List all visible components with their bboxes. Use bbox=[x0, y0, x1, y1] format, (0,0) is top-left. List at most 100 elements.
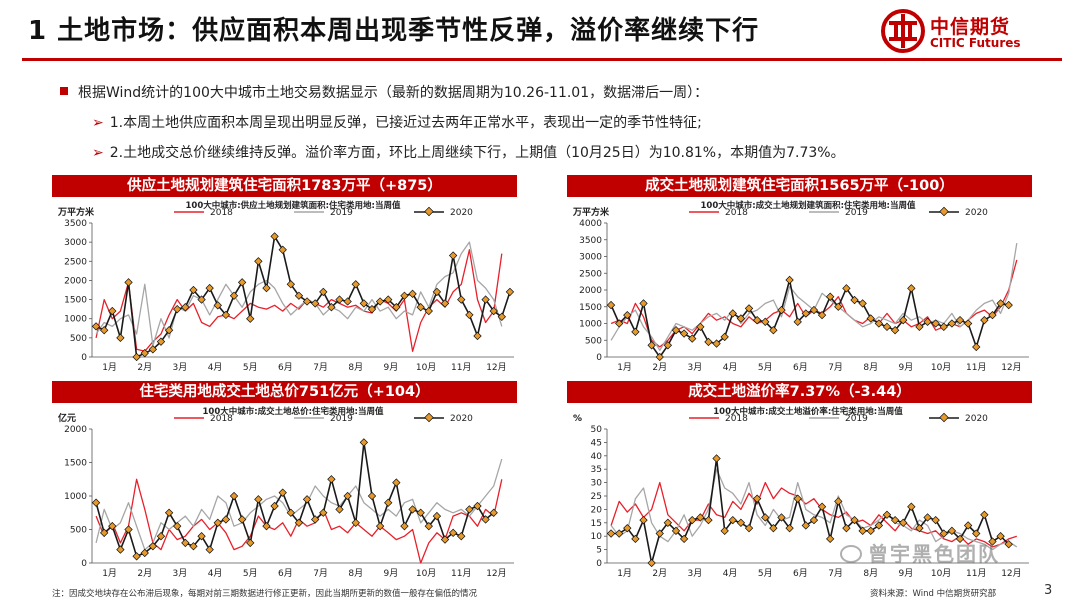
x-tick-label: 8月 bbox=[863, 568, 878, 579]
legend-marker-2020 bbox=[939, 412, 949, 423]
data-point-2020 bbox=[237, 278, 247, 287]
logo-text-cn: 中信期货 bbox=[930, 16, 1011, 38]
series-line-2018 bbox=[95, 249, 503, 352]
data-point-2020 bbox=[777, 305, 786, 315]
data-point-2020 bbox=[497, 312, 506, 321]
chart-panel-premium-rate: 成交土地溢价率7.37%（-3.44） 100大中城市:成交土地溢价率:住宅类用… bbox=[567, 381, 1032, 581]
arrow-bullet-icon: ➢ bbox=[92, 115, 104, 131]
data-point-2020 bbox=[473, 501, 482, 511]
data-point-2020 bbox=[615, 319, 624, 328]
y-tick-label: 3500 bbox=[579, 236, 602, 246]
data-point-2020 bbox=[481, 295, 490, 304]
data-point-2020 bbox=[1004, 300, 1013, 310]
data-point-2020 bbox=[793, 317, 802, 326]
data-point-2020 bbox=[270, 501, 279, 511]
legend-label-2018: 2018 bbox=[725, 208, 748, 218]
data-point-2020 bbox=[392, 303, 401, 312]
data-point-2020 bbox=[327, 475, 336, 484]
data-point-2020 bbox=[899, 518, 908, 527]
data-point-2020 bbox=[254, 495, 263, 504]
data-point-2020 bbox=[671, 526, 681, 536]
data-point-2020 bbox=[173, 304, 182, 314]
y-tick-label: 3000 bbox=[64, 238, 87, 248]
y-tick-label: 45 bbox=[591, 438, 602, 448]
chart-title: 100大中城市:成交土地溢价率:住宅类用地:当周值 bbox=[713, 406, 903, 417]
data-point-2020 bbox=[392, 478, 401, 487]
chart-banner: 成交土地溢价率7.37%（-3.44） bbox=[567, 381, 1032, 403]
data-point-2020 bbox=[809, 305, 819, 315]
data-point-2020 bbox=[473, 331, 482, 341]
x-tick-label: 6月 bbox=[278, 362, 293, 373]
data-point-2020 bbox=[947, 319, 957, 328]
data-point-2020 bbox=[457, 295, 466, 304]
data-point-2020 bbox=[988, 310, 997, 320]
chart-panel-transaction-area: 成交土地规划建筑住宅面积1565万平（-100） 100大中城市:成交土地规划建… bbox=[567, 175, 1032, 375]
x-tick-label: 10月 bbox=[416, 362, 436, 373]
data-point-2020 bbox=[996, 299, 1005, 308]
series-line-2020 bbox=[95, 235, 511, 358]
data-point-2020 bbox=[647, 341, 656, 350]
data-point-2020 bbox=[408, 505, 417, 514]
y-tick-label: 0 bbox=[596, 559, 602, 569]
y-tick-label: 40 bbox=[591, 452, 603, 462]
data-point-2020 bbox=[384, 498, 393, 507]
y-tick-label: 2000 bbox=[579, 286, 602, 296]
legend-label-2020: 2020 bbox=[450, 208, 473, 218]
citic-futures-logo: 中信期货 CITIC Futures bbox=[880, 8, 1030, 54]
data-point-2020 bbox=[826, 534, 835, 544]
footnote: 注：因成交地块存在公布滞后现象，每期对前三期数据进行修正更新，因此当期所更新的数… bbox=[52, 589, 478, 599]
data-point-2020 bbox=[327, 303, 336, 312]
data-point-2020 bbox=[335, 295, 344, 304]
arrow-bullet-icon: ➢ bbox=[92, 145, 104, 161]
legend-label-2018: 2018 bbox=[210, 208, 233, 218]
data-point-2020 bbox=[197, 295, 206, 304]
data-point-2020 bbox=[246, 314, 255, 323]
x-tick-label: 3月 bbox=[688, 362, 703, 373]
data-point-2020 bbox=[213, 301, 222, 310]
x-tick-label: 8月 bbox=[348, 362, 363, 373]
x-tick-label: 9月 bbox=[384, 362, 399, 373]
chart-title: 100大中城市:成交土地规划建筑面积:住宅类用地:当周值 bbox=[701, 200, 916, 211]
legend-label-2019: 2019 bbox=[845, 414, 868, 424]
data-point-2020 bbox=[793, 494, 802, 503]
y-tick-label: 1000 bbox=[64, 492, 87, 502]
data-point-2020 bbox=[939, 529, 948, 538]
data-point-2020 bbox=[108, 306, 117, 316]
x-tick-label: 8月 bbox=[863, 362, 878, 373]
x-tick-label: 5月 bbox=[243, 568, 258, 579]
data-point-2020 bbox=[712, 454, 721, 463]
chart-panel-supply-area: 供应土地规划建筑住宅面积1783万平（+875） 100大中城市:供应土地规划建… bbox=[52, 175, 517, 375]
data-point-2020 bbox=[424, 306, 433, 316]
data-point-2020 bbox=[801, 309, 810, 318]
data-point-2020 bbox=[631, 327, 640, 337]
data-point-2020 bbox=[100, 326, 109, 335]
data-point-2020 bbox=[728, 515, 737, 525]
data-point-2020 bbox=[375, 521, 385, 531]
page-title: 1 土地市场：供应面积本周出现季节性反弹，溢价率继续下行 bbox=[28, 16, 760, 46]
data-point-2020 bbox=[302, 495, 312, 504]
data-point-2020 bbox=[164, 326, 174, 335]
x-tick-label: 11月 bbox=[966, 362, 986, 373]
y-tick-label: 50 bbox=[591, 425, 603, 435]
y-tick-label: 5 bbox=[596, 546, 602, 556]
data-point-2020 bbox=[181, 303, 190, 312]
data-point-2020 bbox=[809, 515, 819, 525]
data-point-2020 bbox=[972, 529, 981, 538]
data-point-2020 bbox=[416, 303, 425, 312]
data-point-2020 bbox=[720, 526, 729, 536]
x-tick-label: 12月 bbox=[486, 362, 506, 373]
data-point-2020 bbox=[156, 532, 166, 541]
data-point-2020 bbox=[980, 510, 989, 519]
chart-title: 100大中城市:成交土地总价:住宅类用地:当周值 bbox=[203, 406, 384, 417]
data-point-2020 bbox=[882, 322, 892, 332]
data-point-2020 bbox=[752, 494, 762, 503]
x-tick-label: 3月 bbox=[173, 568, 188, 579]
chart-banner: 住宅类用地成交土地总价751亿元（+104） bbox=[52, 381, 517, 403]
data-point-2020 bbox=[457, 532, 466, 541]
y-tick-label: 3000 bbox=[579, 253, 602, 263]
y-axis-label: 万平方米 bbox=[57, 206, 95, 218]
y-tick-label: 1500 bbox=[64, 459, 87, 469]
data-point-2020 bbox=[850, 295, 859, 305]
data-point-2020 bbox=[663, 341, 673, 350]
